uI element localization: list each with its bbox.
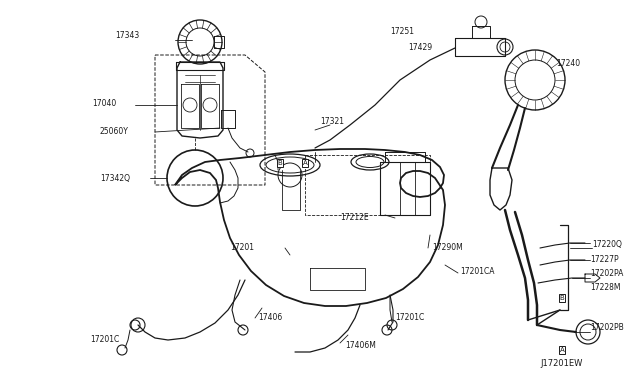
Text: 17240: 17240 (556, 58, 580, 67)
Text: 17227P: 17227P (590, 256, 619, 264)
Text: 17342Q: 17342Q (100, 173, 130, 183)
Text: 17202PB: 17202PB (590, 324, 624, 333)
Text: A: A (303, 160, 307, 166)
Text: 17202PA: 17202PA (590, 269, 623, 279)
Text: B: B (559, 295, 564, 301)
Text: 17201C: 17201C (90, 336, 119, 344)
Text: 17429: 17429 (408, 42, 432, 51)
Text: 17290M: 17290M (432, 244, 463, 253)
Text: 17228M: 17228M (590, 283, 621, 292)
Text: 25060Y: 25060Y (100, 128, 129, 137)
Text: 17201CA: 17201CA (460, 267, 495, 276)
Text: 17406M: 17406M (345, 340, 376, 350)
Text: 17212E: 17212E (340, 214, 369, 222)
Text: 17220Q: 17220Q (592, 241, 622, 250)
Text: 17251: 17251 (390, 28, 414, 36)
Text: 17201C: 17201C (395, 314, 424, 323)
Text: 17343: 17343 (115, 32, 140, 41)
Text: 17406: 17406 (258, 314, 282, 323)
Text: B: B (278, 160, 282, 166)
Text: 17040: 17040 (92, 99, 116, 109)
Text: 17201: 17201 (230, 244, 254, 253)
Text: J17201EW: J17201EW (540, 359, 582, 369)
Text: 17321: 17321 (320, 118, 344, 126)
Text: A: A (559, 347, 564, 353)
